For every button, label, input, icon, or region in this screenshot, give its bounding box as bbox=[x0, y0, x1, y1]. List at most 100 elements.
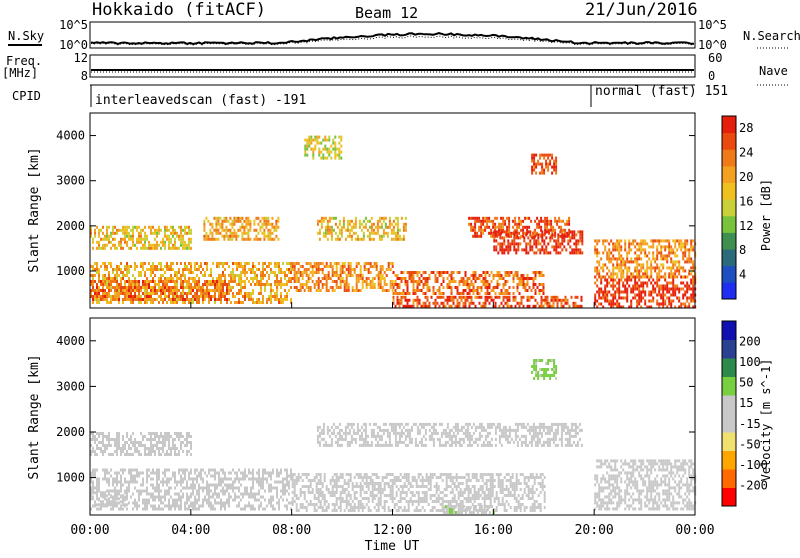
power-cell bbox=[184, 247, 186, 250]
power-cell bbox=[340, 265, 342, 268]
power-cell bbox=[516, 226, 518, 229]
power-cell bbox=[180, 244, 182, 247]
velocity-cell bbox=[214, 499, 216, 502]
velocity-cell bbox=[176, 481, 178, 484]
power-cell bbox=[252, 289, 254, 292]
velocity-cell bbox=[142, 490, 144, 493]
velocity-cell bbox=[204, 487, 206, 490]
velocity-cell bbox=[262, 487, 264, 490]
power-cell bbox=[344, 262, 346, 265]
velocity-cell bbox=[194, 478, 196, 481]
velocity-cell bbox=[270, 496, 272, 499]
velocity-cell bbox=[94, 453, 96, 456]
power-cell bbox=[336, 265, 338, 268]
power-cell bbox=[319, 232, 321, 235]
power-cell bbox=[470, 226, 472, 229]
power-cell bbox=[98, 289, 100, 292]
power-cell bbox=[318, 289, 320, 292]
power-cell bbox=[482, 229, 484, 232]
power-cell bbox=[397, 232, 399, 235]
power-cell bbox=[102, 238, 104, 241]
power-cell bbox=[150, 247, 152, 250]
velocity-cell bbox=[108, 478, 110, 481]
power-cell bbox=[180, 241, 182, 244]
power-cell bbox=[300, 265, 302, 268]
power-cell bbox=[302, 265, 304, 268]
power-cell bbox=[331, 238, 333, 241]
velocity-cell bbox=[182, 441, 184, 444]
power-cell bbox=[262, 271, 264, 274]
power-cell bbox=[222, 262, 224, 265]
power-cell bbox=[108, 280, 110, 283]
velocity-cell bbox=[150, 453, 152, 456]
power-cell bbox=[216, 289, 218, 292]
velocity-cell bbox=[198, 475, 200, 478]
power-cell bbox=[182, 268, 184, 271]
power-cell bbox=[238, 277, 240, 280]
velocity-cell bbox=[330, 494, 332, 497]
velocity-cell bbox=[232, 499, 234, 502]
power-cell bbox=[626, 300, 628, 303]
power-cell bbox=[106, 232, 108, 235]
power-cell bbox=[523, 280, 525, 283]
power-cell bbox=[260, 283, 262, 286]
power-cell bbox=[162, 241, 164, 244]
velocity-cell bbox=[168, 453, 170, 456]
power-cell bbox=[353, 223, 355, 226]
power-cell bbox=[634, 279, 636, 282]
power-cell bbox=[403, 289, 405, 292]
power-cell bbox=[244, 271, 246, 274]
power-cell bbox=[96, 241, 98, 244]
power-cell bbox=[517, 271, 519, 274]
velocity-cell bbox=[324, 500, 326, 503]
power-cell bbox=[501, 248, 503, 251]
power-cell bbox=[182, 247, 184, 250]
power-cell bbox=[365, 217, 367, 220]
power-cell bbox=[256, 277, 258, 280]
power-cell bbox=[98, 292, 100, 295]
power-cell bbox=[393, 226, 395, 229]
power-cell bbox=[672, 260, 674, 263]
power-cell bbox=[212, 262, 214, 265]
nsearch-tick-top: 10^5 bbox=[698, 18, 727, 32]
power-cell bbox=[226, 301, 228, 304]
power-cell bbox=[233, 229, 235, 232]
power-cell bbox=[393, 296, 395, 299]
velocity-cell bbox=[178, 469, 180, 472]
power-cell bbox=[263, 220, 265, 223]
power-cell bbox=[215, 217, 217, 220]
velocity-cell bbox=[300, 488, 302, 491]
power-cell bbox=[142, 265, 144, 268]
power-cell bbox=[162, 283, 164, 286]
power-cell bbox=[352, 289, 354, 292]
power-colorbar-swatch bbox=[722, 266, 736, 283]
velocity-cell bbox=[304, 494, 306, 497]
power-cell bbox=[600, 257, 602, 260]
power-cell bbox=[472, 226, 474, 229]
power-cell bbox=[126, 262, 128, 265]
velocity-cell bbox=[154, 505, 156, 508]
velocity-cell bbox=[178, 435, 180, 438]
velocity-cell bbox=[286, 508, 288, 511]
velocity-cell bbox=[162, 496, 164, 499]
power-cell bbox=[644, 291, 646, 294]
power-cell bbox=[596, 285, 598, 288]
power-cell bbox=[168, 247, 170, 250]
power-cell bbox=[278, 271, 280, 274]
velocity-cell bbox=[248, 502, 250, 505]
power-cell bbox=[487, 299, 489, 302]
velocity-cell bbox=[208, 469, 210, 472]
velocity-cell bbox=[126, 432, 128, 435]
power-cell bbox=[235, 235, 237, 238]
power-cell bbox=[350, 271, 352, 274]
power-cell bbox=[254, 265, 256, 268]
power-cell bbox=[256, 298, 258, 301]
velocity-cell bbox=[186, 450, 188, 453]
power-cell bbox=[108, 274, 110, 277]
power-cell bbox=[184, 280, 186, 283]
power-cell bbox=[656, 282, 658, 285]
power-cell bbox=[678, 297, 680, 300]
power-cell bbox=[150, 265, 152, 268]
power-cell bbox=[393, 283, 395, 286]
velocity-cell bbox=[104, 435, 106, 438]
